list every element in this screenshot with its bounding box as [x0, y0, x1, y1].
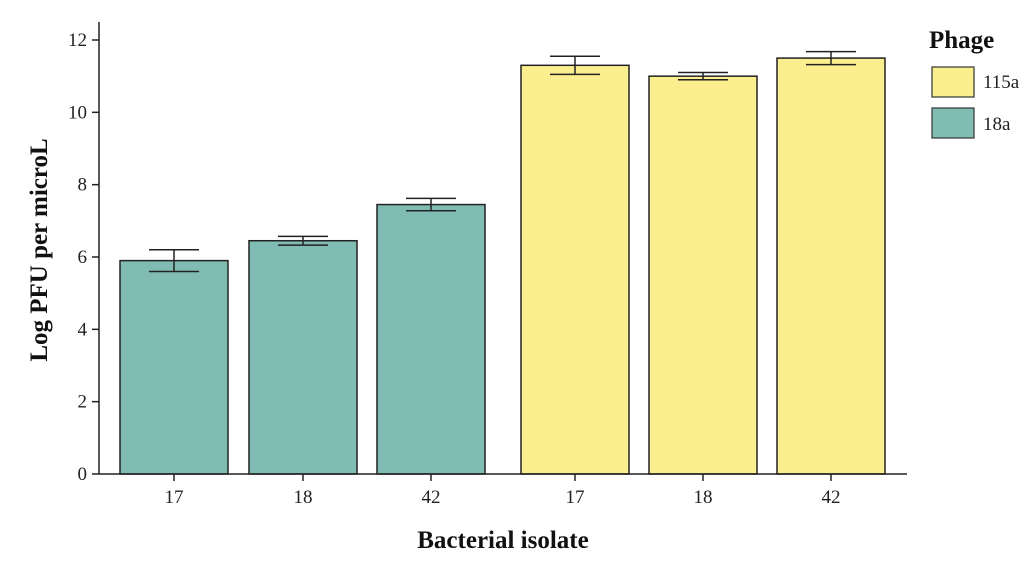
y-tick-label: 4 [78, 319, 88, 340]
y-tick-label: 2 [78, 392, 88, 413]
legend-swatch-115a [931, 66, 975, 98]
x-tick-label: 42 [822, 487, 841, 508]
x-ticks-layer: 17 18 42 17 18 42 [165, 474, 841, 508]
bar-18a-42 [376, 203, 486, 475]
y-tick-label: 8 [78, 175, 88, 196]
y-tick-label: 12 [68, 30, 87, 51]
y-axis-title: Log PFU per microL [26, 138, 53, 361]
bar-115a-42 [776, 57, 886, 475]
y-ticks-layer: 0 2 4 6 8 10 12 [68, 30, 99, 485]
error-bars-layer [149, 50, 856, 273]
y-tick-label: 6 [78, 247, 88, 268]
legend-swatch-18a [931, 107, 975, 139]
legend-label-115a: 115a [983, 72, 1020, 93]
x-tick-label: 17 [165, 487, 184, 508]
axes-layer [98, 22, 907, 475]
x-tick-label: 18 [294, 487, 313, 508]
y-tick-label: 0 [78, 464, 88, 485]
legend: Phage 115a 18a [929, 27, 1020, 139]
x-axis-title: Bacterial isolate [417, 527, 588, 554]
bar-115a-18 [648, 75, 758, 475]
bar-115a-17 [520, 64, 630, 475]
bar-18a-17 [119, 259, 229, 475]
y-tick-label: 10 [68, 102, 87, 123]
legend-title: Phage [929, 27, 994, 54]
legend-label-18a: 18a [983, 114, 1011, 135]
x-tick-label: 17 [566, 487, 585, 508]
x-tick-label: 18 [694, 487, 713, 508]
bar-18a-18 [248, 239, 358, 475]
bars-layer [119, 57, 886, 475]
x-tick-label: 42 [422, 487, 441, 508]
